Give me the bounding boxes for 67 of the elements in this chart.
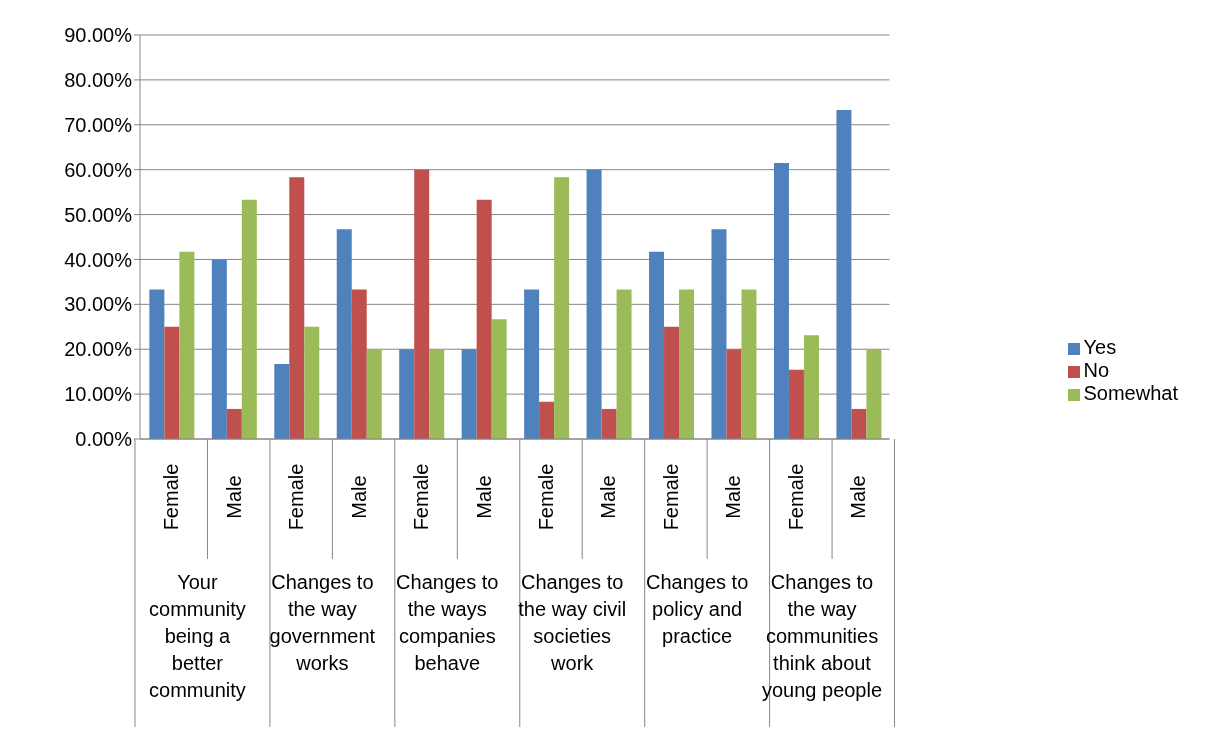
x-tick-label: Male — [472, 475, 495, 519]
bar — [476, 199, 492, 439]
x-tick-label: Male — [222, 475, 245, 519]
bar — [304, 326, 320, 439]
x-tick-label: Male — [597, 475, 620, 519]
bar — [616, 289, 632, 439]
bar — [164, 326, 180, 439]
bar — [851, 408, 867, 439]
bar — [679, 289, 695, 439]
y-tick-label: 10.00% — [64, 383, 133, 406]
bar — [539, 401, 555, 439]
bar — [726, 349, 742, 439]
y-tick-label: 60.00% — [64, 158, 133, 181]
bar — [524, 289, 540, 439]
bar — [803, 335, 819, 439]
y-tick-label: 0.00% — [75, 428, 133, 451]
bar — [336, 229, 352, 439]
bar — [601, 408, 617, 439]
y-tick-label: 50.00% — [64, 203, 133, 226]
x-tick-label: Female — [534, 463, 557, 531]
bar — [741, 289, 757, 439]
bar — [586, 169, 602, 439]
bar — [414, 169, 430, 439]
y-tick-label: 30.00% — [64, 293, 133, 316]
bar — [351, 289, 367, 439]
bar — [241, 199, 257, 439]
text: Changes to the way communities think about young people — [761, 571, 883, 701]
y-tick-label: 80.00% — [64, 68, 133, 91]
x-tick-label: Female — [160, 463, 183, 531]
bar — [788, 369, 804, 439]
text: Your community being a better community — [149, 571, 246, 701]
text: Changes to the way government works — [269, 571, 376, 674]
bar — [461, 349, 477, 439]
bar — [554, 177, 570, 439]
legend-label: Somewhat — [1083, 382, 1178, 404]
bar — [399, 349, 415, 439]
x-tick-label: Female — [410, 463, 433, 531]
y-tick-label: 70.00% — [64, 113, 133, 136]
x-tick-label: Male — [722, 475, 745, 519]
x-tick-label: Male — [347, 475, 370, 519]
bar — [866, 349, 882, 439]
y-tick-label: 40.00% — [64, 248, 133, 271]
bar — [664, 326, 680, 439]
bar — [429, 349, 445, 439]
y-tick-label: 90.00% — [64, 24, 133, 47]
x-tick-label: Female — [659, 463, 682, 531]
bar — [211, 259, 227, 439]
bar — [836, 109, 852, 439]
bar — [649, 251, 665, 439]
bar — [366, 349, 382, 439]
bar — [289, 177, 305, 439]
bar — [149, 289, 165, 439]
text: Changes to policy and practice — [645, 571, 749, 647]
bar — [179, 251, 195, 439]
bar — [491, 319, 507, 439]
bar — [274, 364, 290, 439]
text: Changes to the ways companies behave — [396, 571, 499, 674]
legend-label: Yes — [1083, 336, 1117, 358]
legend-label: No — [1083, 359, 1110, 381]
x-tick-label: Male — [847, 475, 870, 519]
y-tick-label: 20.00% — [64, 338, 133, 361]
text: Changes to the way civil societies work — [518, 571, 627, 674]
x-tick-label: Female — [784, 463, 807, 531]
bar — [226, 408, 242, 439]
bar — [773, 162, 789, 439]
x-tick-label: Female — [285, 463, 308, 531]
bar — [711, 229, 727, 439]
